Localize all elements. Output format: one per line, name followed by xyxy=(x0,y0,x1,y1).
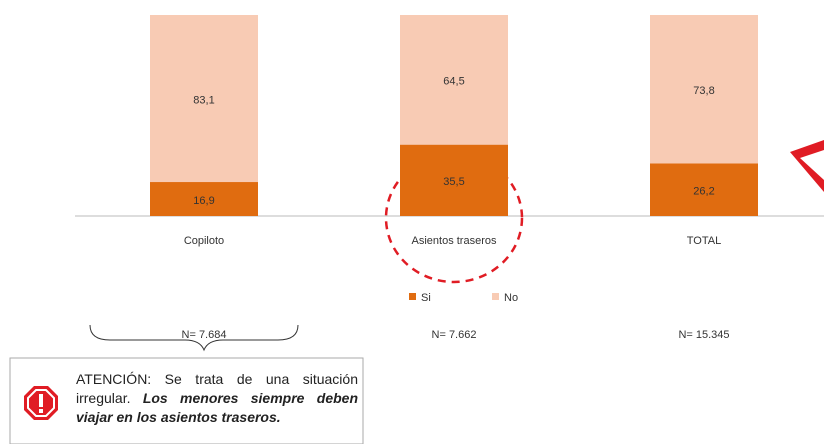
value-label: 73,8 xyxy=(693,85,714,97)
warning-icon-mark xyxy=(39,394,43,407)
sample-size: N= 7.662 xyxy=(432,329,477,341)
legend-swatch xyxy=(409,293,416,300)
bar-segment xyxy=(650,15,758,164)
warning-text-emphasis: Los menores siempre deben viajar en los … xyxy=(76,390,359,425)
legend-swatch xyxy=(492,293,499,300)
warning-icon-border xyxy=(27,389,55,417)
bar-segment xyxy=(400,15,508,145)
warning-text: ATENCIÓN: Se trata de una situación irre… xyxy=(76,370,358,427)
x-tick-label: Asientos traseros xyxy=(412,235,497,247)
bar-segment xyxy=(150,15,258,183)
bar-segment xyxy=(400,144,508,216)
value-label: 35,5 xyxy=(443,176,464,188)
warning-box xyxy=(9,357,364,444)
arrow xyxy=(790,140,824,192)
x-tick-label: TOTAL xyxy=(687,235,721,247)
warning-text-plain: ATENCIÓN: Se trata de una situación irre… xyxy=(76,371,358,406)
bar-segment xyxy=(650,163,758,216)
value-label: 26,2 xyxy=(693,186,714,198)
legend-label: Si xyxy=(421,292,431,304)
sample-size: N= 7.684 xyxy=(182,329,227,341)
bar-segment xyxy=(150,182,258,216)
legend-label: No xyxy=(504,292,518,304)
x-tick-label: Copiloto xyxy=(184,235,224,247)
warning-icon-dot xyxy=(39,409,43,413)
sample-size: N= 15.345 xyxy=(678,329,729,341)
brace xyxy=(89,324,299,352)
value-label: 16,9 xyxy=(193,195,214,207)
value-label: 64,5 xyxy=(443,76,464,88)
value-label: 83,1 xyxy=(193,94,214,106)
